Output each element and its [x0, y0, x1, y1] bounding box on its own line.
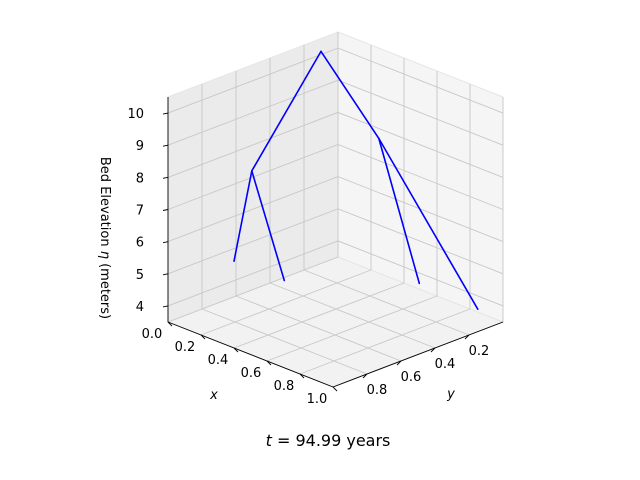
x-tick-label: 0.6	[241, 366, 262, 381]
x-gridline	[266, 71, 438, 362]
y-tick-label: 0.2	[469, 344, 490, 359]
z-gridline	[167, 176, 504, 243]
y-tick-label: 0.4	[435, 357, 456, 372]
y-gridline	[303, 45, 470, 336]
y-tick-mark	[396, 360, 402, 366]
z-tick-label: 6	[136, 236, 144, 251]
time-label: t = 94.99 years	[266, 431, 391, 450]
z-tick-label: 4	[136, 300, 144, 315]
z-tick-mark	[162, 209, 169, 211]
series-group	[233, 50, 479, 311]
y-tick-label: 0.8	[367, 383, 388, 398]
z-gridline	[167, 79, 504, 146]
x-tick-mark	[233, 347, 239, 353]
z-gridline	[167, 144, 504, 210]
tick-group: 0.0 0.2 0.4 0.6 0.8 1.0 0.2 0.4 0.6 0.8 4 5 6 7 8 9 10	[127, 107, 489, 407]
x-tick-mark	[167, 321, 173, 327]
z-tick-label: 5	[136, 268, 144, 283]
z-tick-mark	[162, 144, 169, 147]
y-tick-mark	[362, 373, 368, 379]
river-segment	[251, 50, 322, 172]
x-tick-label: 0.0	[142, 327, 163, 342]
y-axis-line	[332, 321, 504, 388]
x-gridline	[233, 58, 405, 349]
y-gridline	[269, 58, 436, 349]
river-segment	[377, 137, 479, 311]
z-gridline	[167, 240, 504, 307]
x-tick-mark	[332, 386, 338, 392]
z-gridline	[167, 208, 504, 275]
x-axis-line	[167, 321, 334, 388]
y-tick-mark	[464, 334, 470, 340]
z-tick-mark	[162, 273, 169, 276]
z-tick-label: 10	[127, 107, 144, 122]
x-tick-label: 0.2	[175, 340, 196, 355]
x-tick-mark	[266, 360, 272, 366]
z-axis-label: Bed Elevation η (meters)	[97, 157, 112, 319]
river-segment	[320, 50, 380, 140]
x-tick-mark	[200, 334, 206, 340]
x-tick-label: 0.8	[274, 379, 295, 394]
x-axis-label: x	[209, 388, 218, 403]
z-gridline	[167, 47, 504, 114]
z-tick-label: 7	[136, 204, 144, 219]
x-tick-label: 1.0	[307, 392, 328, 407]
x-tick-mark	[299, 373, 305, 379]
x-tick-label: 0.4	[208, 353, 229, 368]
z-tick-mark	[162, 176, 169, 179]
y-axis-label: y	[446, 387, 455, 402]
river-segment	[251, 170, 286, 282]
z-tick-label: 9	[136, 139, 144, 154]
y-tick-mark	[430, 347, 436, 353]
y-gridline	[235, 71, 402, 362]
z-tick-mark	[162, 305, 169, 308]
x-gridline	[167, 32, 339, 323]
x-gridline	[299, 84, 471, 375]
river-segment	[377, 137, 421, 285]
y-gridline	[201, 84, 368, 375]
z-tick-mark	[162, 241, 169, 244]
river-segment	[233, 170, 253, 263]
z-gridline	[167, 111, 504, 178]
z-tick-mark	[162, 112, 169, 115]
y-tick-label: 0.6	[401, 370, 422, 385]
x-gridline	[200, 45, 372, 336]
z-tick-label: 8	[136, 171, 144, 186]
